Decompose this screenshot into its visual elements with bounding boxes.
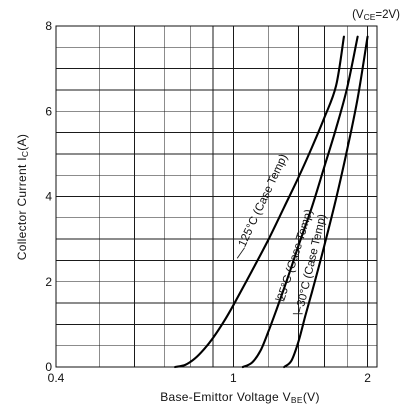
test-condition-label: (VCE=2V) xyxy=(352,9,400,22)
curve-label-leader-0 xyxy=(236,247,246,259)
curves xyxy=(174,35,369,369)
grid xyxy=(56,25,377,367)
series-line-2 xyxy=(283,35,369,369)
x-tick-label: 1 xyxy=(230,371,237,385)
y-tick-label: 8 xyxy=(45,19,52,33)
y-tick-label: 0 xyxy=(45,360,52,374)
x-tick-label: 2 xyxy=(364,371,371,385)
curve-label-leaders xyxy=(236,247,303,315)
y-tick-label: 6 xyxy=(45,104,52,118)
x-axis-title: Base-Emittor Voltage VBE(V) xyxy=(160,390,320,405)
y-tick-label: 2 xyxy=(45,275,52,289)
plot-frame xyxy=(55,25,378,368)
y-axis-title: Collector Current IC(A) xyxy=(15,134,30,260)
y-tick-label: 4 xyxy=(45,190,52,204)
series-line-0 xyxy=(174,35,345,369)
curve-label-0: 125°C (Case Temp) xyxy=(237,152,291,249)
curve-label-leader-1 xyxy=(274,298,285,302)
tick-labels: 0.4 1 2 0 2 4 6 8 xyxy=(45,19,371,385)
x-tick-label: 0.4 xyxy=(48,371,65,385)
series-line-1 xyxy=(241,35,359,369)
curve-labels: 125°C (Case Temp)25°C (Case Temp)−30°C (… xyxy=(237,152,329,314)
